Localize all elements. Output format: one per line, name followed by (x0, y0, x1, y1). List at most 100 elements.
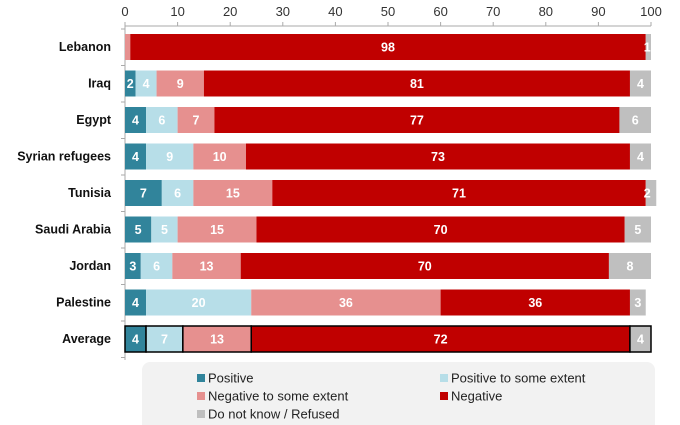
x-tick-label: 70 (486, 4, 500, 19)
bar-segment (125, 289, 147, 316)
bar-segment (125, 253, 141, 279)
data-label: 77 (410, 114, 424, 128)
data-label: 2 (644, 187, 651, 201)
bar-segment (629, 143, 651, 170)
data-label: 7 (193, 114, 200, 128)
category-label: Syrian refugees (17, 150, 111, 164)
x-tick-label: 60 (433, 4, 447, 19)
data-label: 13 (210, 333, 224, 347)
data-label: 4 (637, 150, 644, 164)
bar-segment (256, 216, 625, 243)
legend-box (142, 362, 655, 425)
data-label: 4 (143, 77, 150, 91)
bar-segment (629, 325, 652, 353)
data-label: 8 (626, 260, 633, 274)
data-label: 4 (132, 296, 139, 310)
bar-segment (645, 34, 651, 60)
data-label: 9 (166, 150, 173, 164)
x-tick-label: 50 (381, 4, 395, 19)
bar-segment (440, 289, 630, 316)
x-tick-label: 40 (328, 4, 342, 19)
x-tick-label: 20 (223, 4, 237, 19)
bar-segment (125, 216, 152, 243)
bar-segment (125, 107, 147, 133)
data-label: 36 (528, 296, 542, 310)
data-label: 5 (135, 223, 142, 237)
data-label: 15 (226, 187, 240, 201)
bar-segment (177, 107, 215, 133)
category-label: Palestine (56, 296, 111, 310)
data-label: 6 (174, 187, 181, 201)
bar-segment (645, 180, 657, 206)
bar-segment (624, 216, 651, 243)
bar-segment (156, 70, 204, 97)
bar-segment (125, 70, 136, 97)
bar-segment (629, 70, 651, 97)
data-label: 73 (431, 150, 445, 164)
x-tick-label: 80 (539, 4, 553, 19)
category-label: Lebanon (59, 40, 111, 54)
legend-label: Positive (208, 371, 254, 386)
bar-segment (140, 253, 173, 279)
data-label: 81 (410, 77, 424, 91)
bar-segment (125, 34, 131, 60)
data-label: 13 (200, 260, 214, 274)
data-label: 20 (192, 296, 206, 310)
bar-segment (125, 180, 162, 206)
data-label: 6 (153, 260, 160, 274)
bar-segment (608, 253, 651, 279)
bar-segment (193, 143, 246, 170)
bar-segment (619, 107, 651, 133)
legend-swatch (197, 374, 205, 382)
bar-segment (251, 289, 441, 316)
legend-label: Negative (451, 389, 502, 404)
data-label: 72 (434, 333, 448, 347)
x-tick-label: 30 (276, 4, 290, 19)
bar-segment (203, 70, 630, 97)
category-label: Egypt (76, 113, 112, 127)
bar-segment (146, 143, 194, 170)
bar-segment (172, 253, 241, 279)
data-label: 4 (132, 114, 139, 128)
bar-segment (240, 253, 609, 279)
data-label: 70 (434, 223, 448, 237)
bar-segment (193, 180, 273, 206)
bar-segment (130, 34, 646, 60)
data-label: 2 (127, 77, 134, 91)
data-label: 9 (177, 77, 184, 91)
legend-swatch (197, 410, 205, 418)
legend-swatch (440, 374, 448, 382)
data-label: 7 (140, 187, 147, 201)
category-label: Tunisia (68, 186, 112, 200)
bar-segment (146, 107, 178, 133)
data-label: 70 (418, 260, 432, 274)
data-label: 36 (339, 296, 353, 310)
x-tick-label: 100 (640, 4, 662, 19)
bar-segment (250, 325, 631, 353)
x-tick-label: 10 (170, 4, 184, 19)
category-label: Iraq (88, 77, 111, 91)
bar-segment (125, 143, 147, 170)
legend-label: Positive to some extent (451, 371, 586, 386)
data-label: 3 (129, 260, 136, 274)
bar-segment (177, 216, 257, 243)
bar-segment (245, 143, 630, 170)
data-label: 15 (210, 223, 224, 237)
bar-segment (272, 180, 646, 206)
bar-segment (629, 289, 646, 316)
bar-segment (161, 180, 194, 206)
data-label: 4 (132, 150, 139, 164)
legend-swatch (197, 392, 205, 400)
data-label: 3 (634, 296, 641, 310)
data-label: 71 (452, 187, 466, 201)
data-label: 6 (632, 114, 639, 128)
data-label: 1 (644, 41, 651, 55)
legend-label: Do not know / Refused (208, 407, 340, 422)
data-label: 7 (161, 333, 168, 347)
data-label: 10 (213, 150, 227, 164)
x-tick-label: 0 (121, 4, 128, 19)
bar-segment (135, 70, 157, 97)
data-label: 5 (161, 223, 168, 237)
data-label: 4 (132, 333, 139, 347)
legend-label: Negative to some extent (208, 389, 349, 404)
